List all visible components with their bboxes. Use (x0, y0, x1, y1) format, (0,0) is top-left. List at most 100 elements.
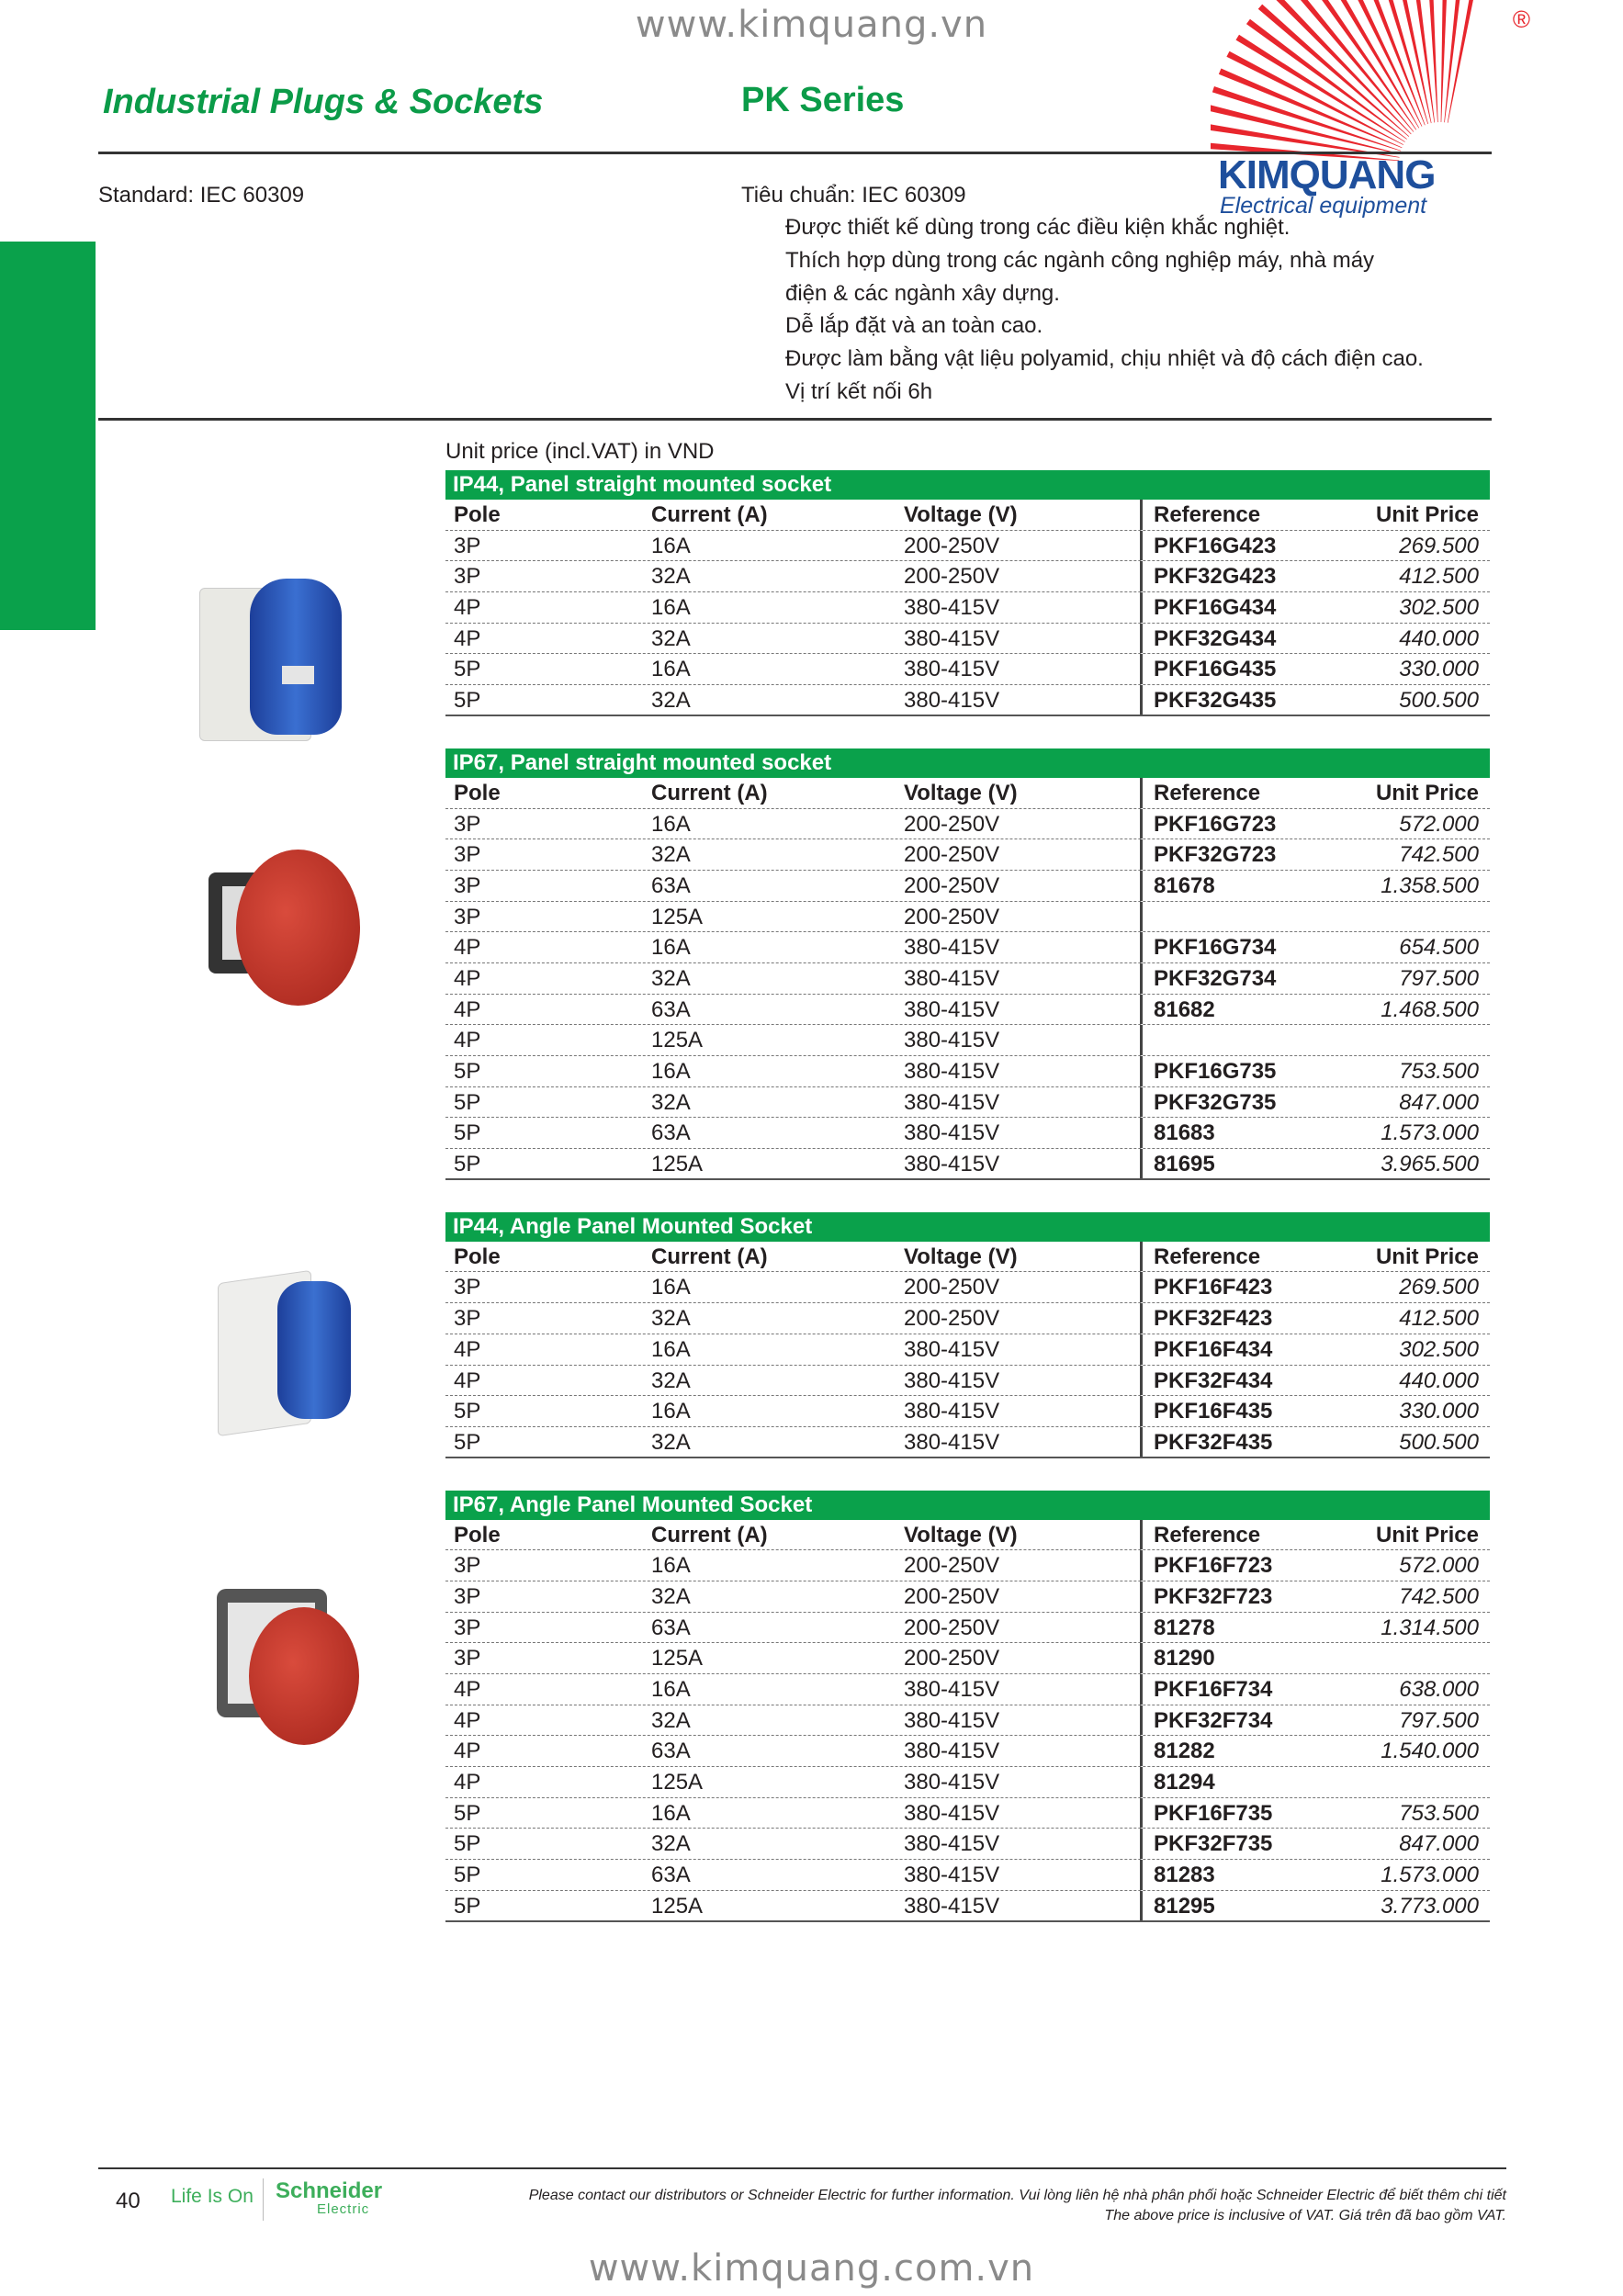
table-row: 5P 125A 380-415V 81695 3.965.500 (445, 1149, 1490, 1180)
series-title: PK Series (741, 81, 905, 119)
price-table: IP44, Panel straight mounted socket Pole C… (445, 470, 1490, 716)
cell-reference: PKF16G723 (1154, 811, 1277, 837)
cell-reference: PKF32F734 (1154, 1707, 1273, 1733)
cell-pole: 3P (454, 872, 481, 898)
cell-voltage: 380-415V (904, 1149, 1143, 1178)
cell-current: 16A (651, 1336, 691, 1362)
kimquang-logo: ® KIMQUANG Electrical equipment (1201, 0, 1534, 225)
logo-ray (1444, 0, 1460, 123)
cell-pole: 3P (454, 842, 481, 868)
table-row: 3P 63A 200-250V 81678 1.358.500 (445, 870, 1490, 902)
table-row: 4P 32A 380-415V PKF32F434 440.000 (445, 1365, 1490, 1397)
cell-current: 63A (651, 1739, 691, 1764)
sunburst-logo-icon (1201, 0, 1473, 162)
column-header-voltage: Voltage (V) (904, 1519, 1143, 1550)
cell-reference: 81290 (1154, 1646, 1215, 1671)
cell-current: 32A (651, 1707, 691, 1733)
cell-pole: 3P (454, 1583, 481, 1609)
cell-current: 16A (651, 935, 691, 961)
table-row: 3P 32A 200-250V PKF32G423 412.500 (445, 561, 1490, 593)
cell-current: 16A (651, 1399, 691, 1424)
cell-pole: 5P (454, 1800, 481, 1826)
cell-unit-price: 572.000 (1399, 811, 1479, 837)
cell-current: 125A (651, 1646, 704, 1671)
logo-ray (1203, 123, 1400, 158)
table-row: 5P 32A 380-415V PKF32G735 847.000 (445, 1086, 1490, 1119)
cell-current: 63A (651, 1863, 691, 1888)
cell-reference: PKF16G435 (1154, 657, 1277, 682)
cell-current: 125A (651, 1028, 704, 1053)
cell-unit-price: 269.500 (1399, 533, 1479, 558)
cell-current: 16A (651, 1800, 691, 1826)
table-header-row: Pole Current (A) Voltage (V) Reference Unit … (445, 500, 1490, 531)
life-is-on-logo: Life Is On (171, 2186, 254, 2207)
electric-logo-text: Electric (317, 2201, 370, 2217)
cell-pole: 3P (454, 904, 481, 929)
cell-pole: 3P (454, 564, 481, 590)
cell-unit-price: 797.500 (1399, 965, 1479, 991)
page-number: 40 (116, 2189, 141, 2213)
cell-pole: 4P (454, 595, 481, 621)
column-header-voltage: Voltage (V) (904, 777, 1143, 808)
cell-pole: 5P (454, 1863, 481, 1888)
cell-voltage: 380-415V (904, 1365, 1143, 1396)
logo-tagline: Electrical equipment (1220, 193, 1427, 219)
cell-reference: PKF16G434 (1154, 595, 1277, 621)
column-header-unit-price: Unit Price (1375, 1522, 1479, 1548)
cell-pole: 5P (454, 1831, 481, 1857)
cell-pole: 5P (454, 657, 481, 682)
table-row: 3P 16A 200-250V PKF16G423 269.500 (445, 530, 1490, 562)
cell-current: 32A (651, 1583, 691, 1609)
cell-voltage: 380-415V (904, 1829, 1143, 1860)
table-row: 3P 63A 200-250V 81278 1.314.500 (445, 1612, 1490, 1644)
logo-ray (1340, 0, 1420, 129)
logo-ray (1226, 51, 1404, 145)
table-row: 3P 32A 200-250V PKF32F423 412.500 (445, 1303, 1490, 1334)
schneider-logo: Schneider (276, 2178, 383, 2203)
cell-pole: 4P (454, 965, 481, 991)
table-row: 5P 16A 380-415V PKF16F735 753.500 (445, 1797, 1490, 1829)
logo-ray (1358, 0, 1423, 127)
blue-angle-socket-image (213, 1263, 360, 1437)
cell-voltage: 380-415V (904, 1118, 1143, 1149)
feature-line: Dễ lắp đặt và an toàn cao. (785, 313, 1043, 339)
cell-voltage: 200-250V (904, 530, 1143, 561)
top-url: www.kimquang.vn (635, 4, 988, 46)
cell-reference: 81294 (1154, 1770, 1215, 1795)
cell-unit-price: 269.500 (1399, 1275, 1479, 1300)
cell-unit-price: 742.500 (1399, 1583, 1479, 1609)
cell-pole: 5P (454, 1120, 481, 1146)
cell-voltage: 380-415V (904, 1334, 1143, 1365)
cell-unit-price: 330.000 (1399, 1399, 1479, 1424)
cell-reference: PKF16F423 (1154, 1275, 1273, 1300)
cell-reference: PKF16F723 (1154, 1553, 1273, 1579)
cell-voltage: 380-415V (904, 1426, 1143, 1457)
cell-pole: 4P (454, 1770, 481, 1795)
cell-voltage: 380-415V (904, 1890, 1143, 1920)
cell-reference: PKF32G435 (1154, 688, 1277, 714)
cell-current: 32A (651, 564, 691, 590)
table-row: 3P 16A 200-250V PKF16F723 572.000 (445, 1550, 1490, 1581)
cell-unit-price: 500.500 (1399, 1429, 1479, 1455)
cell-current: 32A (651, 1089, 691, 1115)
cell-voltage: 380-415V (904, 654, 1143, 685)
cell-pole: 4P (454, 996, 481, 1022)
cell-reference: PKF32G723 (1154, 842, 1277, 868)
cell-unit-price: 500.500 (1399, 688, 1479, 714)
cell-current: 16A (651, 1275, 691, 1300)
cell-pole: 4P (454, 1367, 481, 1393)
cell-current: 32A (651, 625, 691, 651)
cell-unit-price: 753.500 (1399, 1059, 1479, 1084)
cell-reference: PKF32F723 (1154, 1583, 1273, 1609)
footer-note-line2: The above price is inclusive of VAT. Giá… (1104, 2208, 1506, 2223)
column-header-reference: Reference (1154, 780, 1261, 805)
cell-reference (1143, 1025, 1356, 1055)
cell-voltage: 380-415V (904, 1396, 1143, 1426)
cell-voltage: 380-415V (904, 1860, 1143, 1890)
cell-current: 32A (651, 1429, 691, 1455)
cell-unit-price: 847.000 (1399, 1831, 1479, 1857)
cell-unit-price: 1.468.500 (1381, 996, 1479, 1022)
table-row: 4P 63A 380-415V 81282 1.540.000 (445, 1736, 1490, 1768)
footer-divider (98, 2167, 1506, 2169)
column-header-current: Current (A) (651, 502, 768, 527)
